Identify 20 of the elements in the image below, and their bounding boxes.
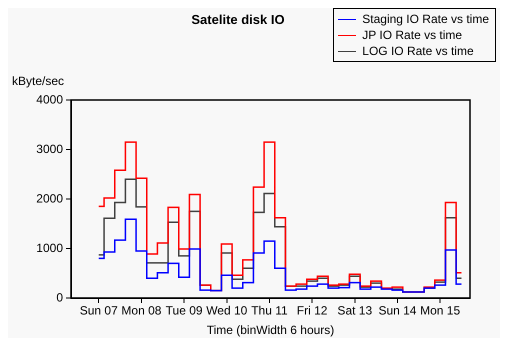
x-tick-label: Wed 10 [206, 304, 248, 318]
x-axis-title: Time (binWidth 6 hours) [206, 323, 334, 338]
legend-label: JP IO Rate vs time [362, 28, 462, 42]
legend-label: Staging IO Rate vs time [362, 12, 489, 26]
y-axis-title: kByte/sec [12, 74, 64, 88]
x-tick-label: Sat 13 [337, 304, 372, 318]
y-tick-label: 4000 [36, 92, 64, 106]
legend-label: LOG IO Rate vs time [362, 44, 474, 58]
x-tick-label: Sun 14 [378, 304, 417, 318]
y-tick-label: 0 [56, 290, 64, 304]
x-tick-label: Sun 07 [80, 304, 118, 318]
y-tick-label: 3000 [36, 142, 64, 156]
chart-title: Satelite disk IO [190, 12, 286, 27]
x-tick-label: Tue 09 [166, 304, 203, 318]
x-tick-label: Mon 15 [420, 304, 460, 318]
x-tick-label: Mon 08 [121, 304, 162, 318]
y-tick-label: 2000 [36, 191, 64, 206]
y-tick-label: 1000 [36, 240, 64, 255]
x-tick-label: Fri 12 [296, 304, 328, 318]
x-tick-label: Thu 11 [251, 304, 288, 318]
